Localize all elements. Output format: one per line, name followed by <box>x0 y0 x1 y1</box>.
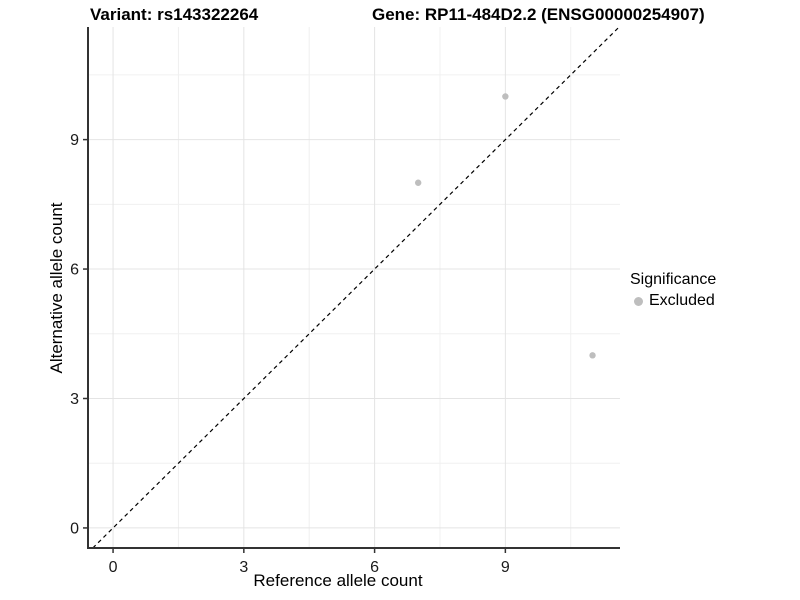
data-point <box>589 352 596 359</box>
gridlines-minor <box>88 27 620 548</box>
y-tick-label: 0 <box>70 520 79 537</box>
tick-labels: 0 3 6 9 0 3 6 9 <box>70 132 510 576</box>
identity-line <box>92 26 620 549</box>
x-tick-label: 9 <box>501 559 510 576</box>
y-axis-title: Alternative allele count <box>47 202 66 374</box>
tick-marks <box>83 138 507 553</box>
gridlines-major <box>88 27 620 548</box>
gene-title: Gene: RP11-484D2.2 (ENSG00000254907) <box>372 5 705 24</box>
legend-entry-label: Excluded <box>649 292 715 309</box>
legend-entry-excluded: Excluded <box>630 292 716 310</box>
data-point <box>414 179 422 186</box>
legend-key-dot-icon <box>634 296 643 306</box>
data-point <box>502 93 509 100</box>
legend-title: Significance <box>630 271 717 288</box>
legend: Significance Excluded <box>630 271 716 310</box>
variant-title: Variant: rs143322264 <box>90 5 259 24</box>
x-tick-label: 0 <box>109 559 118 576</box>
y-tick-label: 9 <box>70 132 79 149</box>
y-tick-label: 6 <box>70 262 79 279</box>
x-axis-title: Reference allele count <box>253 571 423 590</box>
y-tick-label: 3 <box>70 391 79 408</box>
x-tick-label: 6 <box>370 559 379 576</box>
axis-lines <box>87 27 620 549</box>
data-points <box>414 93 596 359</box>
x-tick-label: 3 <box>239 559 248 576</box>
